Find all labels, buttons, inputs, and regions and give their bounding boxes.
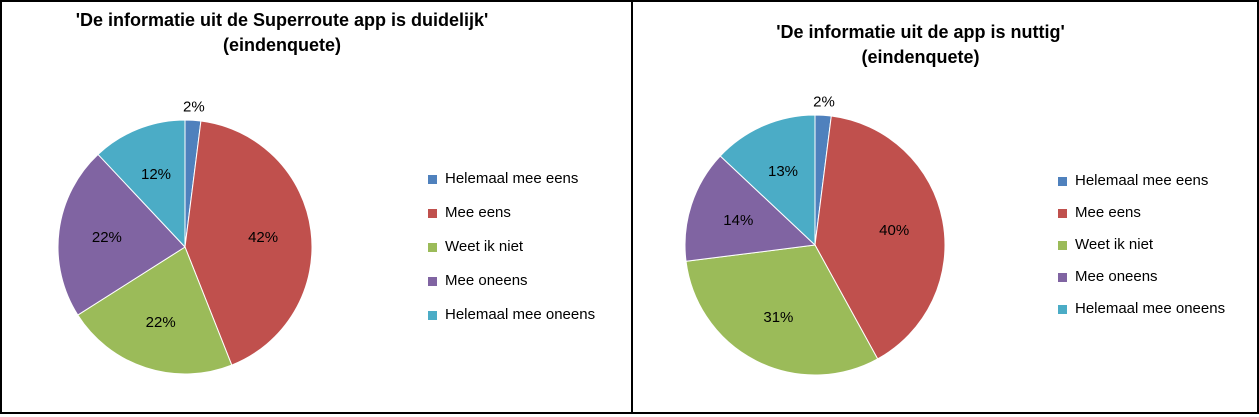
data-label-mee-eens: 40% (879, 222, 909, 239)
legend-label: Mee eens (1075, 204, 1141, 221)
pie-slice-mee-oneens (684, 155, 817, 262)
legend-swatch (1058, 209, 1067, 218)
legend-label: Weet ik niet (1075, 236, 1154, 253)
legend-label: Helemaal mee eens (445, 170, 579, 187)
data-label-mee-oneens: 22% (92, 229, 122, 246)
legend-swatch (1058, 305, 1067, 314)
legend-swatch (1058, 241, 1067, 250)
chart-subtitle: (eindenquete) (222, 35, 341, 55)
pie-slice-helemaal-mee-oneens (97, 119, 186, 249)
data-label-helemaal-mee-eens: 2% (813, 93, 835, 110)
legend-label: Helemaal mee oneens (1075, 300, 1226, 317)
legend-label: Mee oneens (1075, 268, 1158, 285)
chart-panel-duidelijk: 'De informatie uit de Superroute app is … (0, 0, 633, 414)
legend-label: Mee eens (445, 204, 511, 221)
legend-swatch (428, 175, 437, 184)
legend-swatch (1058, 273, 1067, 282)
legend-label: Mee oneens (445, 272, 528, 289)
legend-swatch (428, 243, 437, 252)
pie-slice-mee-oneens (57, 153, 186, 316)
chart-title: 'De informatie uit de app is nuttig' (ei… (633, 20, 1208, 70)
data-label-mee-eens: 42% (248, 229, 278, 246)
chart-title: 'De informatie uit de Superroute app is … (2, 8, 562, 58)
chart-panel-nuttig: 'De informatie uit de app is nuttig' (ei… (631, 0, 1259, 414)
legend-swatch (1058, 177, 1067, 186)
data-label-helemaal-mee-oneens: 13% (768, 163, 798, 180)
pie-chart: 2% 40% 31% 14% 13% (684, 93, 946, 376)
pie-slice-mee-eens (184, 120, 313, 366)
pie-slice-weet-ik-niet (77, 246, 233, 375)
chart-title-line: 'De informatie uit de app is nuttig' (776, 22, 1065, 42)
pie-slice-helemaal-mee-oneens (719, 114, 816, 247)
legend-label: Helemaal mee oneens (445, 306, 596, 323)
legend-swatch (428, 311, 437, 320)
pie-slice-weet-ik-niet (685, 244, 879, 376)
pie-chart: 2% 42% 22% 22% 12% (57, 98, 313, 375)
data-label-weet-ik-niet: 22% (146, 314, 176, 331)
legend-label: Weet ik niet (445, 238, 524, 255)
data-label-helemaal-mee-oneens: 12% (141, 166, 171, 183)
legend-swatch (428, 277, 437, 286)
legend-swatch (428, 209, 437, 218)
data-label-weet-ik-niet: 31% (763, 309, 793, 326)
chart-title-line: 'De informatie uit de Superroute app is … (75, 10, 489, 30)
legend-label: Helemaal mee eens (1075, 172, 1209, 189)
pie-slice-mee-eens (814, 115, 946, 360)
data-label-mee-oneens: 14% (723, 212, 753, 229)
chart-subtitle: (eindenquete) (861, 47, 980, 67)
data-label-helemaal-mee-eens: 2% (183, 98, 205, 115)
